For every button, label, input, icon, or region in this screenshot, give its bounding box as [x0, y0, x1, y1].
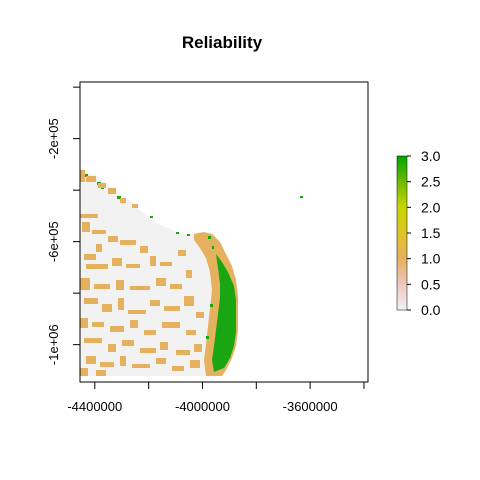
y-tick-label: -1e+06 [46, 324, 61, 365]
isolated-speck [300, 196, 303, 198]
y-tick-label: -2e+05 [46, 118, 61, 159]
legend-tick-label: 0.0 [421, 302, 441, 318]
reliability-raster [80, 168, 303, 376]
legend-tick-label: 2.0 [421, 199, 441, 215]
land-area [80, 168, 238, 376]
legend-tick-label: 0.5 [421, 276, 441, 292]
legend-ticks: 0.0 0.5 1.0 1.5 2.0 2.5 3.0 [407, 148, 441, 318]
legend-tick-label: 2.5 [421, 174, 441, 190]
legend-color-bar [396, 155, 408, 311]
coastal-green-strip [212, 254, 236, 372]
map-title: Reliability [182, 33, 263, 52]
north-coast-tan-patches [80, 170, 138, 208]
legend-tick-label: 1.5 [421, 225, 441, 241]
x-tick-label: -4000000 [175, 399, 230, 414]
legend: 0.0 0.5 1.0 1.5 2.0 2.5 3.0 [396, 148, 441, 318]
y-tick-label: -6e+05 [46, 221, 61, 262]
x-tick-label: -4400000 [67, 399, 122, 414]
x-tick-label: -3600000 [283, 399, 338, 414]
x-axis: -4400000 -4000000 -3600000 [67, 381, 365, 414]
interior-tan-patches [80, 214, 204, 376]
y-axis: -2e+05 -6e+05 -1e+06 [46, 86, 81, 365]
legend-tick-label: 3.0 [421, 148, 441, 164]
legend-tick-label: 1.0 [421, 251, 441, 267]
